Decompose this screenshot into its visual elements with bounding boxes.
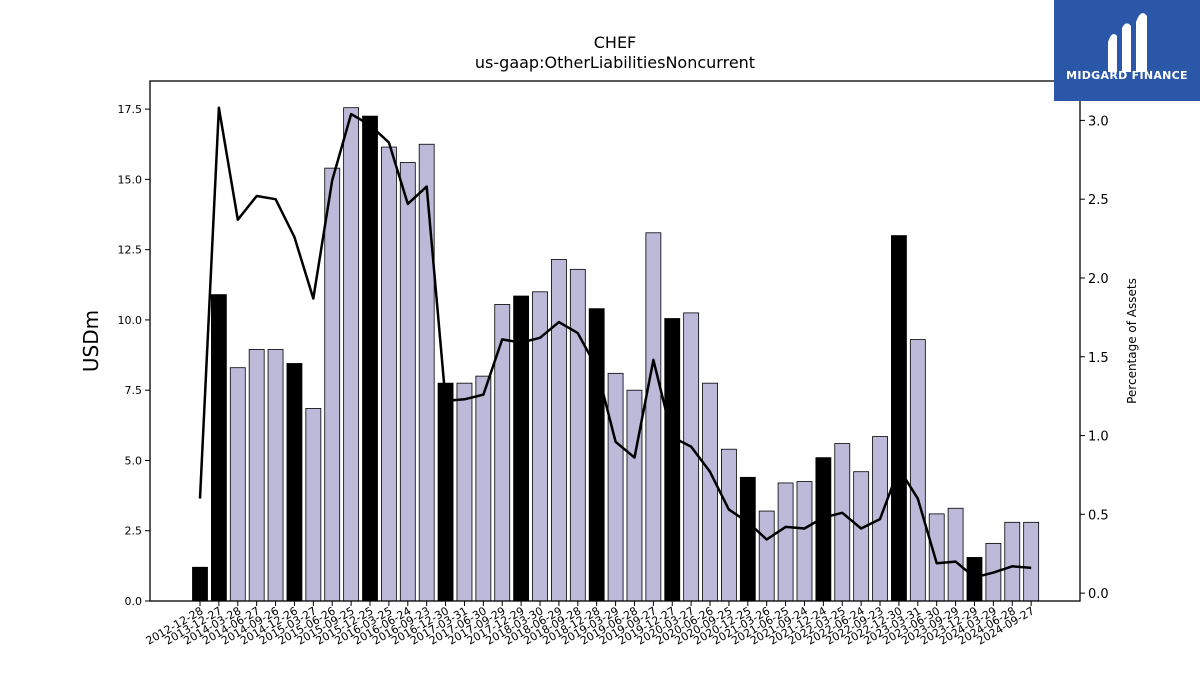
bar (494, 304, 511, 602)
logo-mark-icon (1108, 13, 1147, 73)
bar (928, 513, 945, 602)
bar (475, 375, 492, 602)
bar (645, 232, 662, 602)
bar (324, 167, 341, 602)
bar (305, 408, 322, 602)
bar (267, 349, 284, 602)
logo-text: MIDGARD FINANCE (1066, 69, 1188, 82)
bar (229, 367, 246, 602)
bar (588, 308, 605, 602)
bar (551, 259, 567, 602)
bar (626, 389, 643, 602)
bar (853, 471, 870, 602)
y-tick-label: 0.0 (125, 595, 143, 608)
bar (210, 294, 227, 602)
y2-tick-label: 0.5 (1088, 508, 1109, 523)
bar (966, 557, 983, 602)
bar (758, 510, 775, 602)
bar (739, 476, 756, 602)
y-tick-label: 7.5 (125, 384, 143, 397)
bar (947, 507, 964, 602)
bar (664, 318, 681, 602)
bar (834, 443, 851, 602)
bar (607, 372, 624, 602)
bar (1023, 521, 1040, 602)
brand-logo: MIDGARD FINANCE (1054, 0, 1200, 101)
y2-tick-label: 0.0 (1088, 587, 1109, 602)
bar (815, 457, 832, 602)
y-tick-label: 17.5 (118, 103, 143, 116)
y2-axis-label: Percentage of Assets (1125, 278, 1139, 404)
bar (418, 143, 435, 602)
y2-tick-label: 2.0 (1088, 272, 1109, 287)
y2-tick-label: 1.0 (1088, 430, 1109, 445)
bar (399, 162, 416, 602)
bar (569, 268, 586, 602)
y-tick-label: 12.5 (118, 244, 143, 257)
bar (343, 107, 360, 602)
bar (796, 481, 813, 602)
y2-tick-label: 1.5 (1088, 351, 1109, 366)
bar (702, 382, 718, 602)
bar (683, 312, 700, 602)
y-tick-label: 15.0 (118, 173, 143, 186)
bar (286, 363, 303, 602)
bar (456, 382, 473, 602)
bar (777, 482, 794, 602)
y-tick-label: 10.0 (118, 314, 143, 327)
plot-frame (149, 80, 1081, 602)
bar (721, 448, 737, 602)
bar (909, 339, 926, 602)
bar (891, 235, 907, 602)
y2-tick-label: 2.5 (1088, 193, 1109, 208)
bar (362, 115, 378, 602)
bar (248, 349, 265, 602)
series-line (198, 106, 1032, 579)
y2-tick-label: 3.0 (1088, 114, 1109, 129)
bar (380, 146, 397, 602)
y-tick-label: 2.5 (125, 525, 143, 538)
y-axis-label: USDm (79, 310, 103, 372)
chart-title: CHEF (593, 33, 637, 52)
bar (192, 566, 208, 602)
bar (1004, 521, 1021, 602)
bar (437, 382, 454, 602)
y-tick-label: 5.0 (125, 454, 143, 467)
chart-subtitle: us-gaap:OtherLiabilitiesNoncurrent (474, 53, 756, 72)
